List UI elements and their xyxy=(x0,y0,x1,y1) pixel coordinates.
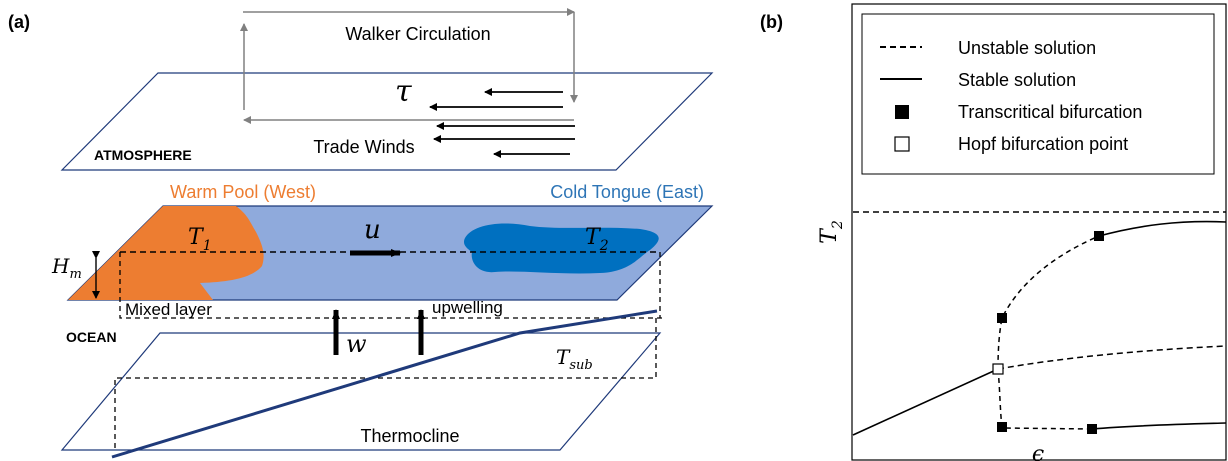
mixed-layer-box-dash xyxy=(119,252,665,319)
w-symbol: w xyxy=(346,330,367,358)
trade-winds-label: Trade Winds xyxy=(313,137,414,157)
legend-transcritical-marker xyxy=(895,105,909,119)
x-axis-label: ϵ xyxy=(1032,442,1044,461)
hm-symbol: Hm xyxy=(51,254,82,282)
legend-unstable-label: Unstable solution xyxy=(958,38,1096,58)
transcritical-point-mid xyxy=(997,313,1007,323)
tau-symbol: τ xyxy=(395,74,412,109)
panel-b-label: (b) xyxy=(760,12,783,32)
legend-hopf-label: Hopf bifurcation point xyxy=(958,134,1128,154)
stable-branch-left xyxy=(852,368,999,436)
warm-pool-title: Warm Pool (West) xyxy=(170,182,316,202)
hopf-point xyxy=(992,363,1004,375)
u-symbol: u xyxy=(364,215,381,245)
thermocline-plane xyxy=(60,332,662,451)
unstable-branch-middle xyxy=(997,345,1227,370)
thermocline-label: Thermocline xyxy=(360,426,459,446)
cold-tongue-region xyxy=(463,223,659,274)
atmosphere-label: ATMOSPHERE xyxy=(94,147,192,163)
legend-transcritical-label: Transcritical bifurcation xyxy=(958,102,1142,122)
subsurface-box-dash xyxy=(114,318,657,450)
panel-a-label: (a) xyxy=(8,12,30,32)
mixed-layer-label: Mixed layer xyxy=(125,300,212,319)
legend-stable-label: Stable solution xyxy=(958,70,1076,90)
y-axis-label: T2 xyxy=(817,220,846,244)
transcritical-point-lower-right xyxy=(1087,424,1097,434)
legend-hopf-marker xyxy=(894,136,910,152)
stable-branch-upper xyxy=(1098,220,1227,237)
legend-box xyxy=(861,13,1215,175)
tsub-symbol: Tsub xyxy=(556,345,593,373)
atmosphere-plane xyxy=(60,72,714,171)
t2-symbol: T2 xyxy=(585,225,609,254)
warm-pool-region xyxy=(68,206,264,300)
transcritical-point-lower-left xyxy=(997,422,1007,432)
walker-circulation-label: Walker Circulation xyxy=(345,24,490,44)
thermocline-line xyxy=(111,309,658,459)
trade-wind-arrows xyxy=(429,88,575,158)
stable-branch-lower xyxy=(1091,422,1227,430)
panel-a: (a) Walker Circulation τ Trade Winds ATM… xyxy=(8,8,714,459)
cold-tongue-title: Cold Tongue (East) xyxy=(550,182,704,202)
upwelling-label: upwelling xyxy=(432,298,503,317)
transcritical-point-upper xyxy=(1094,231,1104,241)
ocean-label: OCEAN xyxy=(66,329,117,345)
t1-symbol: T1 xyxy=(188,225,212,254)
walker-circulation-loop xyxy=(240,8,578,124)
unstable-branch-upper xyxy=(997,235,1100,370)
panel-b: (b) Unstable solution Stable solution Tr… xyxy=(760,3,1227,461)
